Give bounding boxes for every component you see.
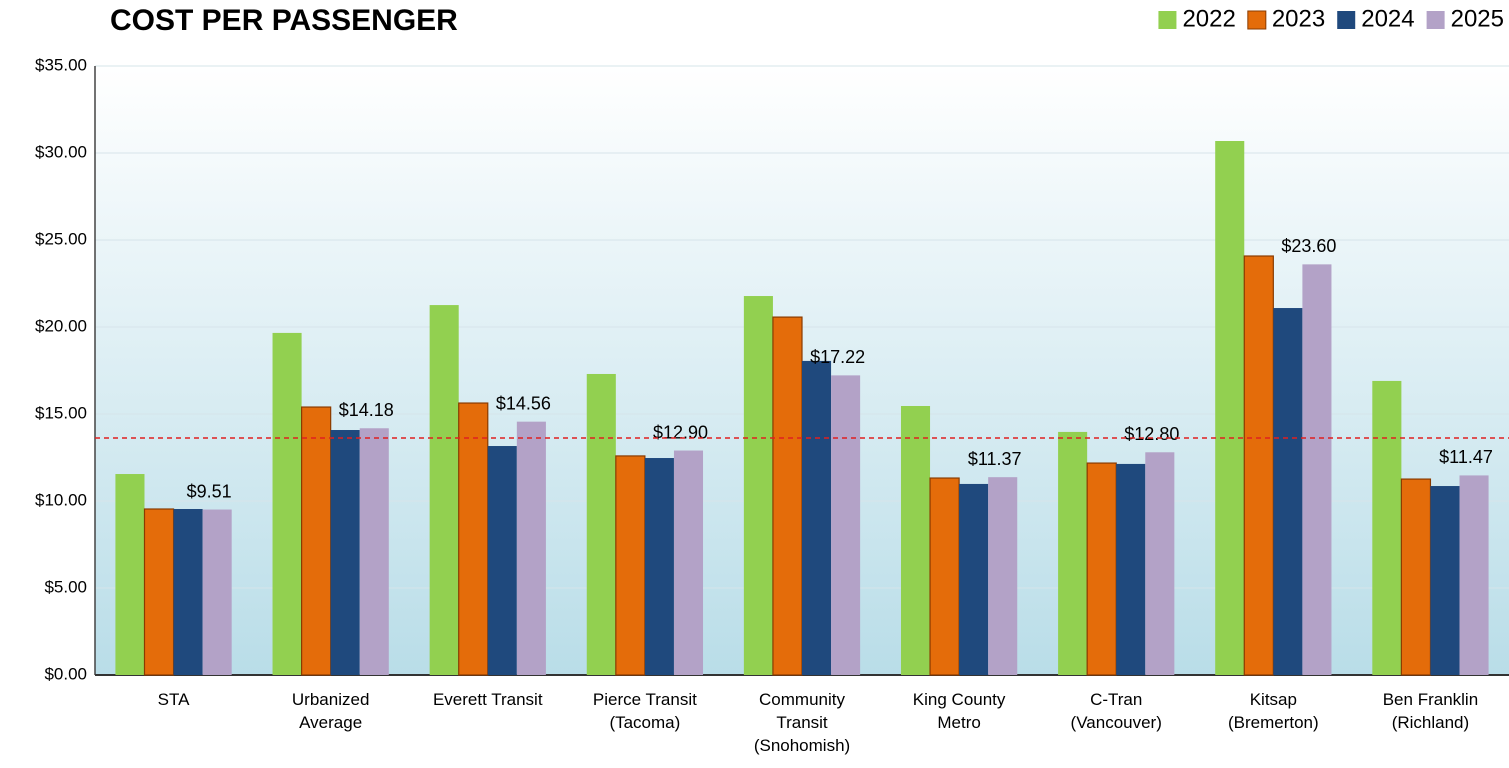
- bar: [586, 373, 616, 675]
- bar: [959, 483, 989, 675]
- bar: [359, 428, 389, 675]
- bar: [802, 360, 832, 675]
- x-tick-label: Community Transit (Snohomish): [753, 690, 851, 755]
- bar: [988, 477, 1018, 675]
- legend-label: 2022: [1182, 5, 1235, 32]
- bar: [143, 508, 175, 676]
- y-tick-label: $15.00: [35, 403, 87, 422]
- x-tick-label: Everett Transit: [432, 690, 543, 709]
- bar: [330, 430, 360, 675]
- legend-label: 2024: [1361, 5, 1414, 32]
- bar: [272, 332, 302, 675]
- legend-swatch: [1247, 10, 1267, 30]
- legend-swatch: [1158, 11, 1177, 29]
- y-tick-label: $25.00: [35, 229, 87, 248]
- x-tick-label: Pierce Transit (Tacoma): [592, 690, 697, 732]
- y-tick-label: $0.00: [44, 664, 87, 683]
- bar: [173, 509, 203, 675]
- bar: [429, 305, 459, 675]
- data-label: $9.51: [187, 481, 232, 501]
- data-label: $11.37: [968, 449, 1022, 469]
- bar: [644, 458, 674, 675]
- bar: [301, 406, 332, 676]
- bar: [1273, 308, 1303, 675]
- bar: [458, 402, 489, 676]
- x-tick-label: Kitsap (Bremerton): [1227, 690, 1319, 732]
- data-label: $23.60: [1281, 236, 1336, 256]
- bar: [487, 446, 517, 675]
- data-label: $11.47: [1439, 447, 1493, 467]
- y-tick-label: $20.00: [35, 316, 87, 335]
- data-label: $17.22: [810, 347, 865, 367]
- x-tick-label: Ben Franklin (Richland): [1382, 690, 1479, 732]
- legend-swatch: [1337, 11, 1356, 29]
- data-label: $14.18: [339, 400, 394, 420]
- y-tick-label: $10.00: [35, 490, 87, 509]
- bar: [516, 421, 546, 675]
- bar: [615, 455, 646, 676]
- bar: [1430, 486, 1460, 675]
- data-label: $14.56: [496, 393, 551, 413]
- bar: [743, 296, 773, 675]
- bar: [1302, 264, 1332, 675]
- data-label: $12.90: [653, 422, 708, 442]
- bar: [1116, 463, 1146, 675]
- bar: [831, 375, 861, 675]
- bar: [929, 477, 960, 676]
- x-tick-label: Urbanized Average: [291, 690, 370, 732]
- data-label: $12.80: [1124, 424, 1179, 444]
- legend-label: 2025: [1451, 5, 1504, 32]
- bar: [1145, 452, 1175, 675]
- bar: [115, 474, 145, 675]
- bar: [1086, 462, 1117, 676]
- bar: [1243, 255, 1274, 676]
- bar: [1400, 478, 1432, 676]
- y-tick-label: $5.00: [44, 577, 87, 596]
- bar: [1372, 380, 1402, 675]
- chart-title: COST PER PASSENGER: [110, 4, 458, 37]
- bar: [673, 450, 704, 675]
- y-tick-label: $35.00: [35, 55, 87, 74]
- x-tick-label: STA: [157, 690, 190, 709]
- legend-label: 2023: [1272, 5, 1325, 32]
- bar: [1058, 431, 1088, 675]
- x-tick-label: King County Metro: [912, 690, 1006, 732]
- bar: [1215, 140, 1245, 675]
- legend-swatch: [1426, 11, 1445, 29]
- y-tick-label: $30.00: [35, 142, 87, 161]
- bar: [1459, 475, 1489, 675]
- x-tick-label: C-Tran (Vancouver): [1070, 690, 1162, 732]
- bar: [900, 405, 931, 675]
- bar: [772, 316, 803, 676]
- bar: [202, 509, 232, 675]
